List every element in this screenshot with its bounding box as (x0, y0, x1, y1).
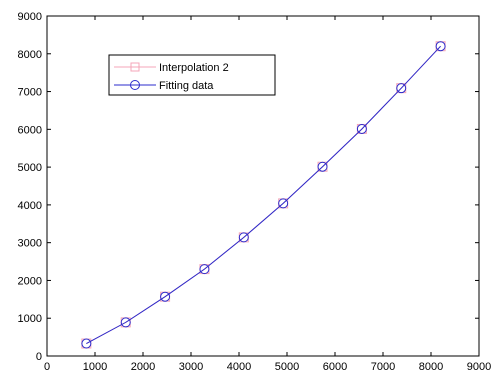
y-tick-label: 4000 (18, 200, 42, 212)
legend-box (108, 54, 276, 96)
legend-entry-0: Interpolation 2 (114, 62, 229, 74)
legend-marker-0 (130, 62, 140, 72)
series-1 (81, 41, 446, 349)
y-tick-label: 6000 (18, 124, 42, 136)
data-point (120, 317, 131, 328)
legend-label-0: Interpolation 2 (159, 62, 229, 74)
y-tick-label: 2000 (18, 275, 42, 287)
legend-entry-1: Fitting data (114, 80, 214, 92)
x-tick-label: 7000 (371, 361, 395, 372)
legend-label-1: Fitting data (159, 80, 214, 92)
legend: Interpolation 2 Fitting data (108, 54, 276, 96)
y-tick-label: 5000 (18, 162, 42, 174)
data-point (278, 198, 289, 209)
series-layer (81, 41, 446, 349)
data-point (199, 264, 210, 275)
y-tick-label: 8000 (18, 49, 42, 61)
legend-marker-1 (130, 80, 140, 90)
plot-frame (46, 15, 480, 357)
y-tick-label: 9000 (18, 11, 42, 23)
x-tick-label: 0 (44, 361, 50, 372)
data-point (435, 41, 446, 52)
data-point (160, 291, 171, 302)
data-point (317, 161, 328, 172)
data-point (238, 232, 249, 243)
x-tick-label: 1000 (83, 361, 107, 372)
data-point (356, 123, 367, 134)
x-tick-label: 2000 (131, 361, 155, 372)
x-tick-label: 9000 (467, 361, 491, 372)
x-tick-label: 8000 (419, 361, 443, 372)
y-tick-label: 3000 (18, 238, 42, 250)
y-tick-label: 1000 (18, 313, 42, 325)
data-point (396, 83, 407, 94)
x-tick-label: 3000 (179, 361, 203, 372)
x-tick-label: 5000 (275, 361, 299, 372)
x-tick-label: 4000 (227, 361, 251, 372)
y-tick-label: 7000 (18, 87, 42, 99)
data-point (81, 338, 92, 349)
axes: 0 1000 2000 3000 4000 5000 6000 7000 8000 9000 0 10… (18, 11, 492, 372)
y-tick-label: 0 (36, 351, 42, 363)
x-tick-label: 6000 (323, 361, 347, 372)
series-line-1 (86, 45, 441, 344)
